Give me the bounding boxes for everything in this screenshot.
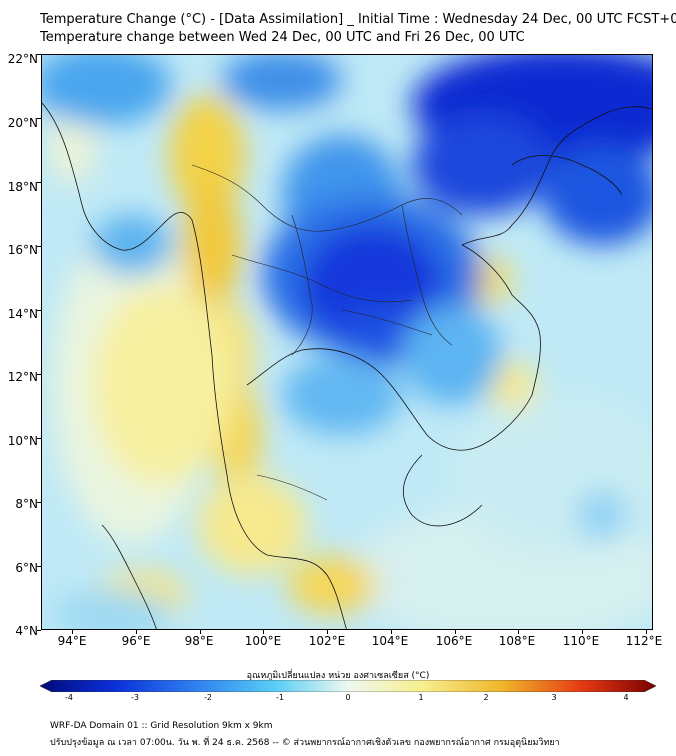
lat-tick [37,502,41,503]
lon-label: 96°E [121,634,151,648]
colorbar-tick: -2 [204,693,212,702]
lon-label: 100°E [244,634,282,648]
lat-tick [37,246,41,247]
lon-label: 98°E [184,634,214,648]
lat-tick [37,118,41,119]
colorbar-gradient [40,680,656,692]
lon-label: 110°E [562,634,600,648]
colorbar-tick: -1 [276,693,284,702]
lat-tick [37,566,41,567]
colorbar-tick: 4 [623,693,629,702]
lat-tick [37,310,41,311]
lat-label: 20°N [7,116,38,130]
lat-label: 12°N [7,370,38,384]
map-title: Temperature Change (°C) - [Data Assimila… [40,12,676,27]
colorbar-tick: 0 [345,693,351,702]
lon-tick [582,630,583,634]
footer-credit: ปรับปรุงข้อมูล ณ เวลา 07:00น. วัน พ. ที่… [50,738,560,748]
lon-tick [135,630,137,634]
lon-label: 102°E [308,634,346,648]
lat-label: 10°N [7,434,38,448]
lat-tick [37,438,41,439]
colorbar-tick: 1 [418,693,424,702]
colorbar-tick: 3 [551,693,557,702]
lon-tick [645,630,647,634]
lon-tick [454,630,456,634]
map-canvas [42,55,652,629]
temperature-change-map [41,54,653,630]
lon-label: 108°E [498,634,536,648]
lat-label: 16°N [7,243,38,257]
lat-label: 18°N [7,180,38,194]
colorbar-title: อุณหภูมิเปลี่ยนแปลง หน่วย องศาเซลเซียส (… [246,671,430,681]
lon-label: 106°E [435,634,473,648]
lat-label: 14°N [7,307,38,321]
lat-label: 8°N [15,497,38,511]
colorbar-tick: 2 [483,693,489,702]
lat-tick [37,630,41,631]
lat-label: 22°N [7,52,38,66]
map-subtitle: Temperature change between Wed 24 Dec, 0… [40,30,525,45]
lon-tick [518,630,520,634]
colorbar-tick: -3 [131,693,139,702]
footer-model-info: WRF-DA Domain 01 :: Grid Resolution 9km … [50,721,273,731]
lon-tick [199,630,201,634]
colorbar [40,680,656,692]
lon-label: 104°E [371,634,409,648]
lat-tick [37,374,41,375]
coastlines [42,102,652,629]
lat-tick [37,182,41,183]
lon-label: 112°E [625,634,663,648]
lat-label: 4°N [15,624,38,638]
lon-tick [72,630,73,634]
lon-tick [390,630,392,634]
lon-tick [263,630,265,634]
lat-tick [37,54,41,55]
lon-label: 94°E [57,634,87,648]
lon-tick [327,630,328,634]
country-borders [191,164,463,501]
lat-label: 6°N [15,561,38,575]
colorbar-tick: -4 [65,693,73,702]
temperature-field [42,55,652,629]
